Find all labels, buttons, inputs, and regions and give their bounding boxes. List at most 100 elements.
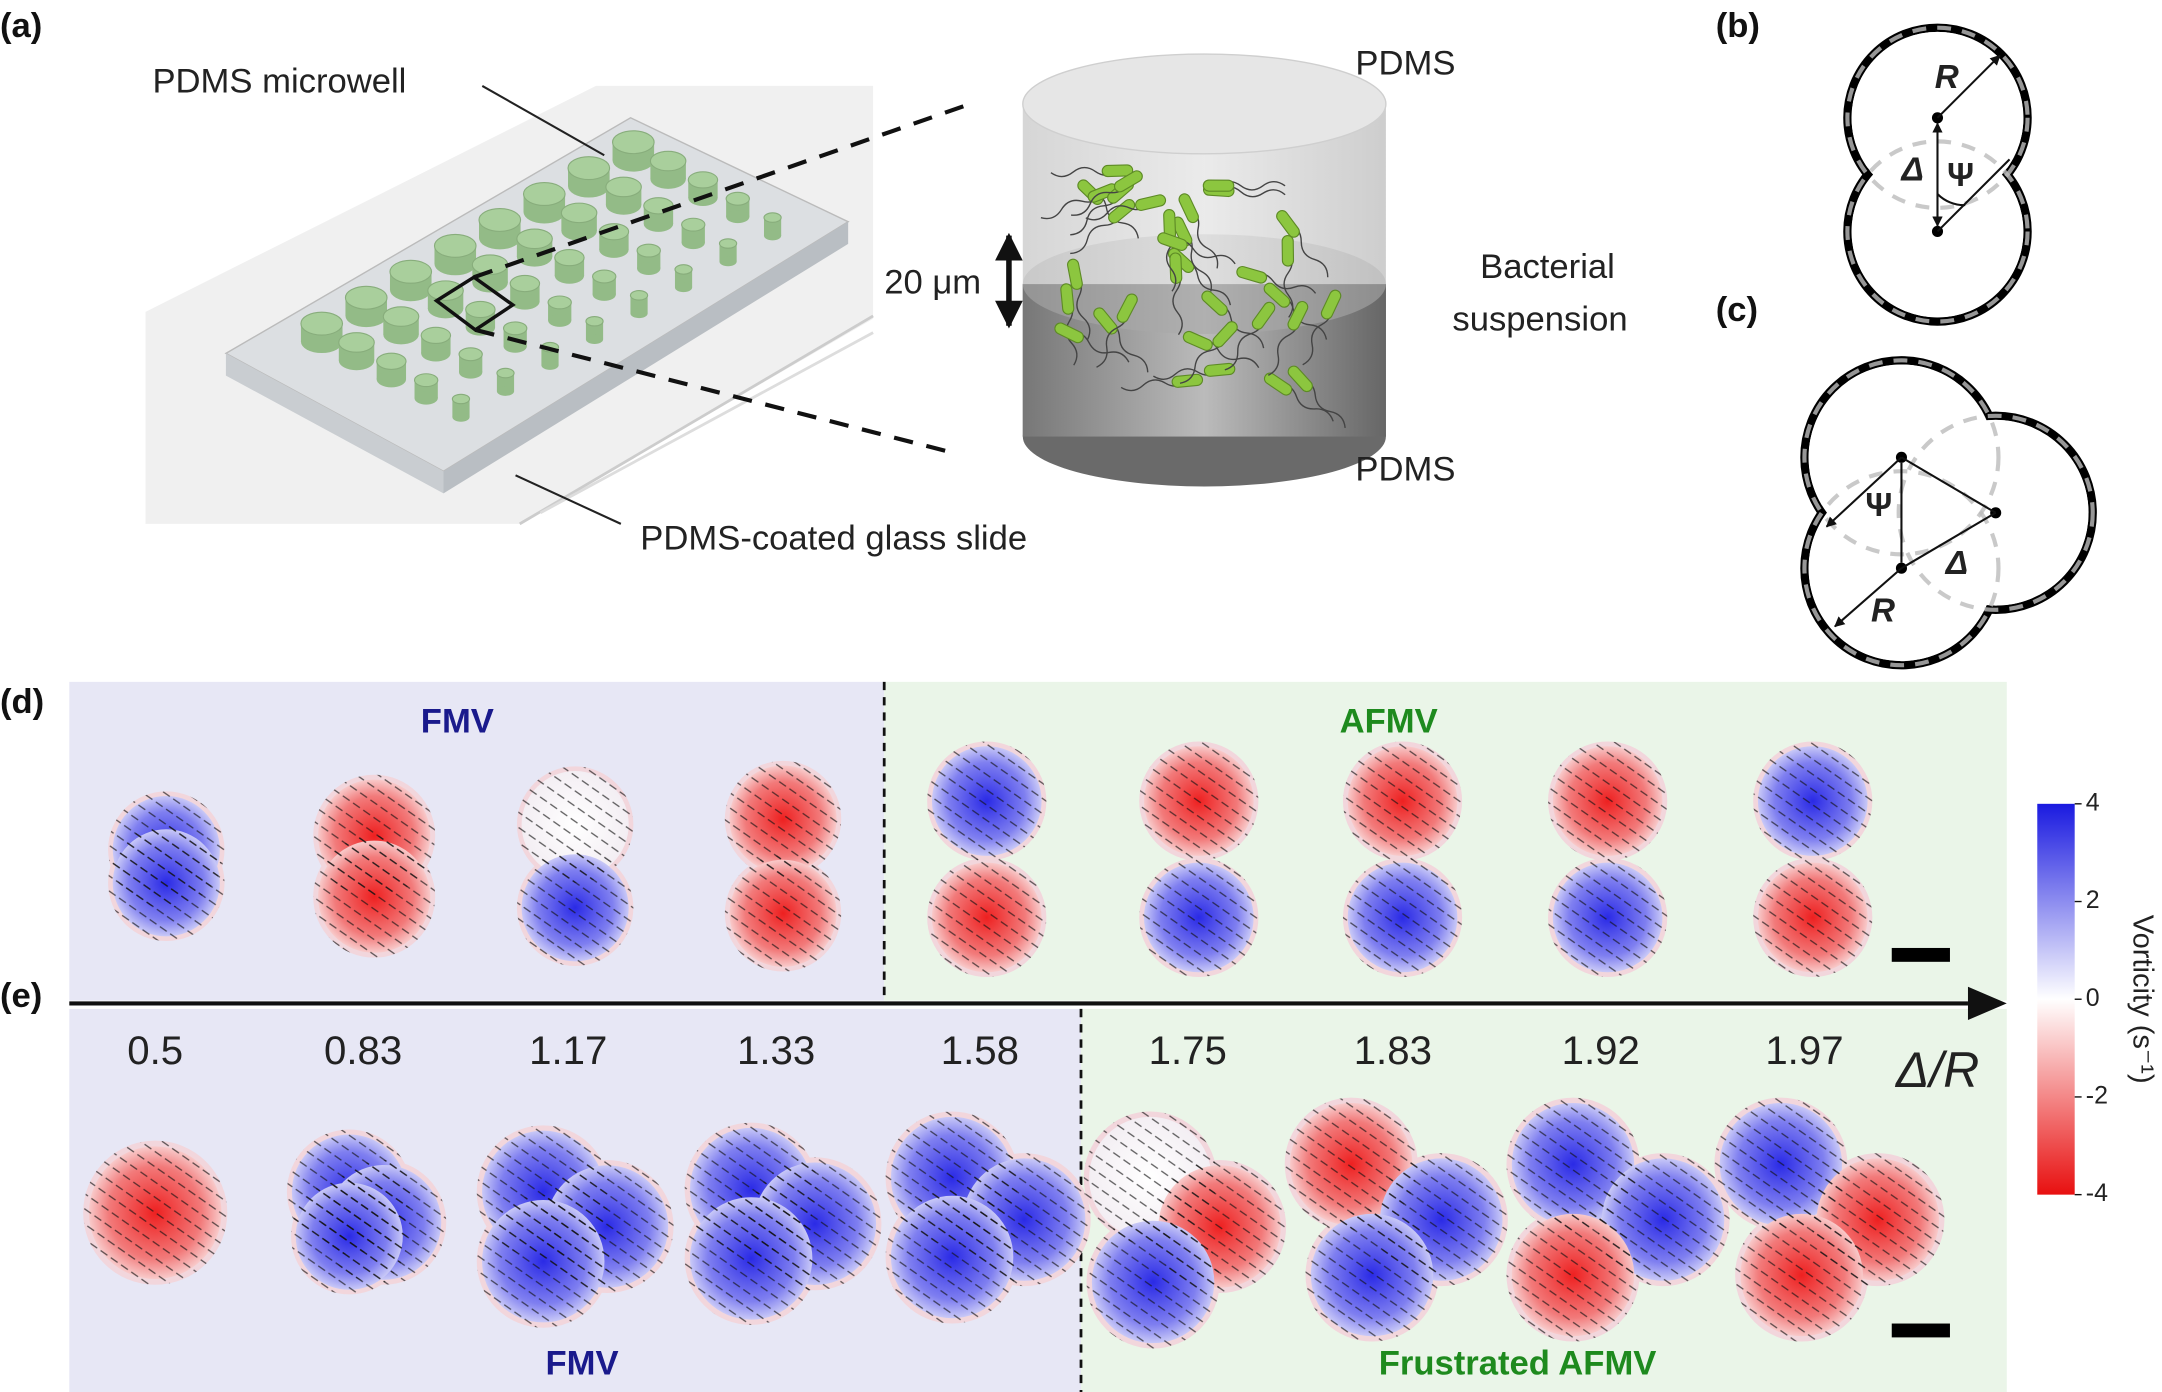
axis-value: 1.75 [1149,1028,1227,1073]
micro-cylinder [338,332,375,353]
bacterium [1108,198,1136,224]
micro-cylinder [560,202,598,224]
bacterium [1157,232,1188,251]
axis-value: 0.83 [324,1028,402,1073]
micro-cylinder [478,226,521,250]
bacterium [1212,321,1238,348]
micro-cylinder [726,210,750,224]
velocity-field [1714,1097,1848,1231]
velocity-field [684,1191,818,1325]
micro-cylinder [472,272,508,293]
micro-cylinder [585,315,604,327]
micro-cylinder [585,334,604,344]
bacterium [1093,307,1118,335]
velocity-field [516,766,634,883]
regime-label: AFMV [1340,703,1438,741]
micro-cylinder [605,176,642,198]
micro-cylinder [612,148,655,172]
micro-cylinder [383,324,419,345]
axis-value: 1.33 [737,1028,815,1073]
micro-cylinder [389,278,432,302]
axis-value: 1.17 [529,1028,607,1073]
micro-cylinder [718,238,738,249]
axis-value: 1.92 [1562,1028,1640,1073]
bacterium [1263,282,1291,308]
colorbar [2037,803,2075,1195]
panel-label: (c) [1716,291,1758,329]
bacterium [1287,365,1313,393]
dimer-schematic [1843,23,2032,326]
micro-cylinder [605,195,642,215]
bacterium [1320,289,1342,320]
micro-cylinder [389,259,433,284]
bacterium [1202,179,1235,192]
micro-cylinder [568,174,610,198]
micro-cylinder [510,293,540,310]
micro-cylinder [592,269,617,284]
symbol: R [1935,59,1959,96]
trimer-schematic [1800,356,2097,670]
slide-edge [519,314,874,526]
bacterium [1178,193,1199,224]
micro-cylinder [452,412,470,422]
micro-cylinder [300,311,344,336]
micro-cylinder [496,386,515,396]
panel-label: (d) [0,683,44,721]
panel-label: (e) [0,977,42,1015]
micro-cylinder [629,290,649,301]
bacterium [1060,283,1075,315]
micro-cylinder [674,282,693,293]
micro-cylinder [376,352,407,370]
velocity-field [291,1178,408,1295]
micro-cylinder [427,280,464,301]
label: PDMS microwell [152,62,406,100]
bacterium [1054,322,1084,344]
micro-cylinder [376,371,407,388]
cylinder-top [1022,53,1387,155]
axis-label: Δ/R [1895,1042,1979,1098]
label: PDMS [1355,450,1455,488]
velocity-field [1342,741,1463,861]
micro-cylinder [478,207,522,232]
velocity-field [1506,1208,1640,1342]
micro-cylinder [611,130,655,155]
micro-cylinder [681,236,705,250]
regime-label: Frustrated AFMV [1379,1344,1657,1382]
scale-bar [1891,1323,1950,1338]
symbol: Ψ [1947,157,1974,194]
panel-label: (a) [0,7,42,45]
micro-cylinder [643,197,674,215]
bacterium [1113,170,1143,193]
label: PDMS-coated glass slide [640,520,1027,558]
axis-value: 1.83 [1354,1028,1432,1073]
micro-cylinder [567,156,611,181]
regime-label: FMV [421,703,494,741]
velocity-field [108,824,225,942]
micro-cylinder [763,230,782,241]
micro-cylinder [496,367,515,379]
velocity-field [1086,1215,1220,1349]
micro-cylinder [413,373,439,388]
velocity-field [1753,857,1873,978]
panel-label: (b) [1716,7,1760,45]
velocity-field [1139,741,1259,861]
micro-cylinder [725,191,750,206]
well-cylinder [1022,53,1387,487]
velocity-field [724,855,842,972]
bacterium [1066,258,1083,290]
colorbar-tick-label: 2 [2086,886,2100,914]
axis-value: 0.5 [127,1028,183,1073]
micro-cylinder [674,264,693,275]
micro-cylinder [687,171,719,189]
velocity-field [885,1190,1019,1324]
micro-cylinder [548,314,572,327]
bacterium [1182,330,1213,351]
micro-cylinder [451,393,471,405]
velocity-field [1342,857,1463,978]
bacterium [1116,293,1138,323]
micro-cylinder [650,169,686,189]
axis-values: 0.5 0.83 1.17 1.33 1.58 1.75 1.83 1.92 1.97 [127,1028,1843,1073]
label: Bacterial [1480,248,1615,286]
bacterium [1236,265,1268,284]
